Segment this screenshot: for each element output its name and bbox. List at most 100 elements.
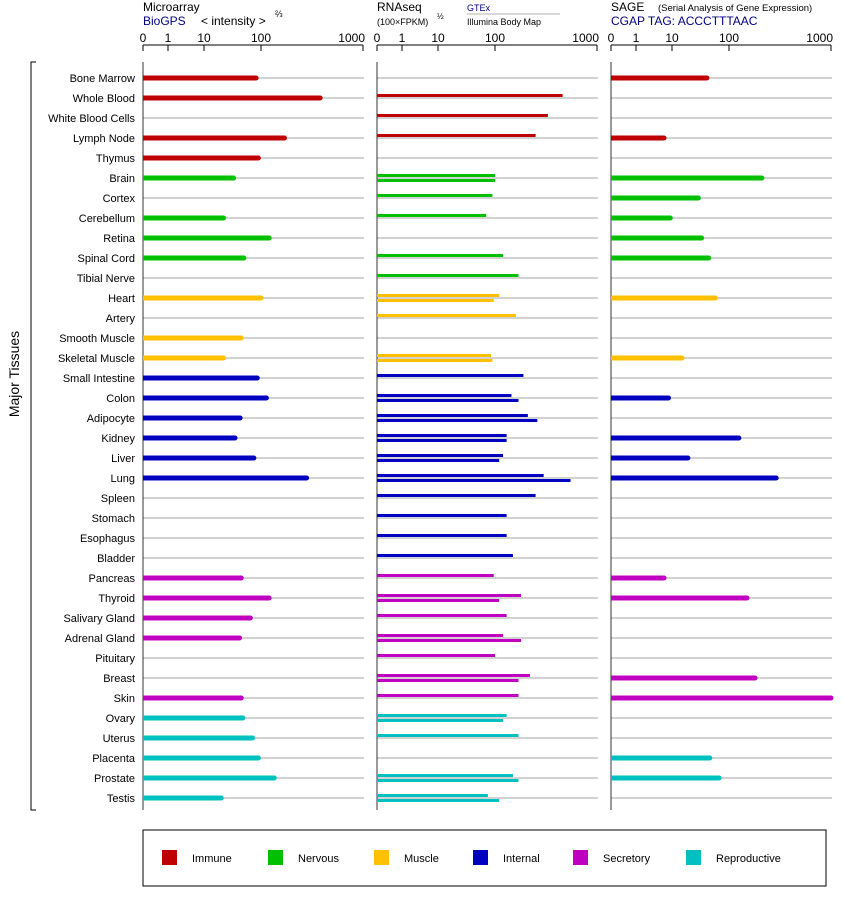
x-tick-label: 0 (374, 31, 381, 45)
tissue-label: Breast (103, 673, 135, 685)
bar-gtex (377, 354, 491, 357)
bar-gtex (377, 454, 504, 457)
tissue-label: Adipocyte (87, 413, 135, 425)
x-tick-label: 0 (608, 31, 615, 45)
bar-gtex (377, 254, 504, 257)
bar-gtex (377, 214, 487, 217)
bar-sage (611, 695, 831, 701)
tissue-label: Pancreas (89, 573, 136, 585)
panel-unit-exponent: ½ (437, 12, 444, 21)
tissue-label: Retina (103, 233, 136, 245)
bar-sage (611, 755, 710, 761)
panel-unit: < intensity > (201, 14, 266, 28)
tissue-label: Ovary (106, 713, 136, 725)
tissue-label: Heart (108, 293, 135, 305)
x-tick-label: 10 (197, 31, 211, 45)
bar-sage-cap (759, 175, 765, 181)
illumina-label: Illumina Body Map (467, 17, 541, 27)
bar-microarray (143, 175, 234, 181)
bar-gtex (377, 634, 504, 637)
bar-gtex (377, 534, 507, 537)
panel-rnaseq-header: RNAseq (100×FPKM) ½ GTEx Illumina Body M… (377, 0, 560, 27)
bar-gtex (377, 774, 513, 777)
tissue-label: Bone Marrow (70, 73, 135, 85)
bar-microarray (143, 215, 224, 221)
tissue-label: White Blood Cells (48, 113, 135, 125)
bar-microarray (143, 235, 270, 241)
bar-gtex (377, 614, 507, 617)
tissue-label: Spleen (101, 493, 135, 505)
bar-sage-cap (667, 215, 673, 221)
bar-sage (611, 675, 756, 681)
legend-swatch (686, 850, 701, 865)
bar-microarray (143, 95, 321, 101)
x-tick-label: 1 (633, 31, 640, 45)
bar-microarray-cap (263, 395, 269, 401)
x-tick-label: 100 (485, 31, 505, 45)
bar-sage-cap (699, 235, 705, 241)
tissue-label: Prostate (94, 773, 135, 785)
bar-microarray-cap (237, 415, 243, 421)
tissue-label: Pituitary (95, 653, 135, 665)
tissue-label: Cortex (103, 193, 136, 205)
bar-illumina (377, 179, 495, 182)
panel-unit: (100×FPKM) (377, 17, 428, 27)
bar-sage (611, 235, 702, 241)
legend-label: Reproductive (716, 853, 781, 865)
bar-gtex (377, 714, 507, 717)
bar-gtex (377, 474, 544, 477)
x-tick-label: 1 (399, 31, 406, 45)
tissue-label: Liver (111, 453, 135, 465)
bar-sage-cap (679, 355, 685, 361)
tissue-label: Esophagus (80, 533, 136, 545)
bar-sage (611, 775, 720, 781)
bar-gtex (377, 194, 493, 197)
bar-sage-cap (685, 455, 691, 461)
tissue-label: Cerebellum (79, 213, 135, 225)
bar-microarray-cap (231, 175, 237, 181)
bar-illumina (377, 719, 504, 722)
bar-microarray-cap (238, 575, 244, 581)
panel-title: RNAseq (377, 0, 422, 14)
bar-gtex (377, 554, 513, 557)
x-axis-panel-3: 0 1 10 100 1000 (608, 31, 833, 810)
bar-sage-cap (773, 475, 779, 481)
bar-microarray-cap (255, 155, 261, 161)
bar-illumina (377, 399, 519, 402)
bar-microarray-cap (221, 355, 227, 361)
tissue-label: Skin (114, 693, 135, 705)
x-tick-label: 1000 (572, 31, 599, 45)
x-tick-label: 1 (165, 31, 172, 45)
bar-gtex (377, 134, 536, 137)
tissue-label: Thyroid (98, 593, 135, 605)
legend-label: Secretory (603, 853, 651, 865)
bar-illumina (377, 359, 493, 362)
legend-swatch (268, 850, 283, 865)
tissue-label: Brain (109, 173, 135, 185)
bar-sage (611, 255, 709, 261)
x-tick-label: 1000 (338, 31, 365, 45)
bar-gtex (377, 594, 522, 597)
legend-item-secretory: Secretory (573, 850, 651, 865)
bar-sage (611, 575, 665, 581)
bar-gtex (377, 694, 519, 697)
bar-microarray-cap (238, 695, 244, 701)
bar-microarray (143, 415, 241, 421)
bar-illumina (377, 479, 571, 482)
bar-microarray (143, 575, 242, 581)
bar-sage (611, 455, 688, 461)
bar-microarray (143, 715, 243, 721)
bar-gtex (377, 314, 516, 317)
bar-sage-cap (736, 435, 742, 441)
bar-microarray (143, 735, 253, 741)
tissue-label: Placenta (92, 753, 136, 765)
panel-unit-exponent: ⅔ (275, 9, 283, 19)
x-tick-label: 1000 (806, 31, 833, 45)
bar-illumina (377, 679, 519, 682)
tissue-label: Adrenal Gland (65, 633, 135, 645)
panel-source: BioGPS (143, 14, 186, 28)
bar-microarray-cap (266, 595, 272, 601)
bar-microarray-cap (317, 95, 323, 101)
tissue-label: Smooth Muscle (59, 333, 135, 345)
